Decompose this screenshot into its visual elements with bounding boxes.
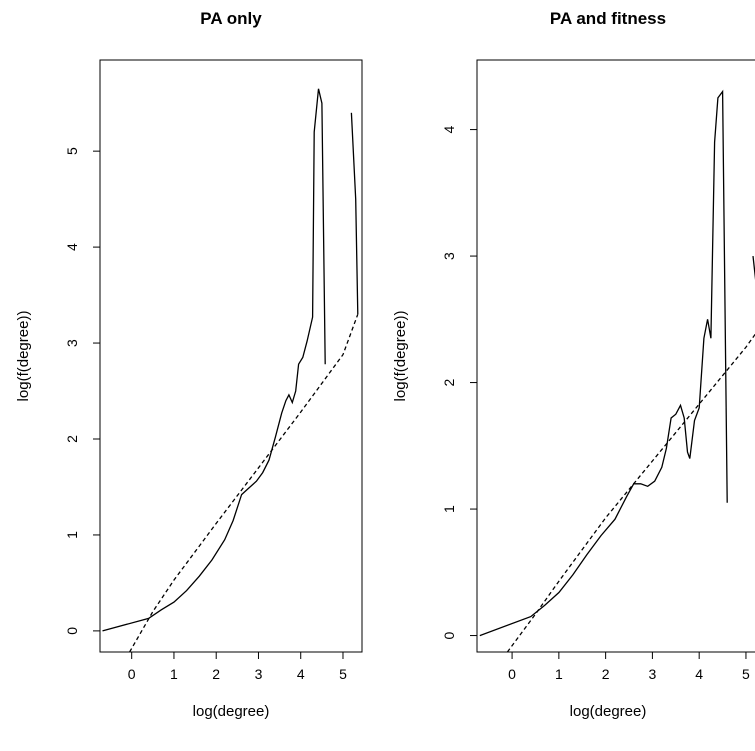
data-line	[479, 89, 728, 637]
x-tick-label: 4	[695, 666, 703, 682]
series-group	[102, 88, 359, 652]
x-tick-label: 3	[255, 666, 263, 682]
x-tick-label: 5	[742, 666, 750, 682]
y-axis-label: log(f(degree))	[392, 311, 409, 402]
y-tick-label: 4	[64, 243, 80, 251]
x-tick-label: 0	[508, 666, 516, 682]
x-axis-label: log(degree)	[193, 703, 270, 720]
x-tick-label: 2	[212, 666, 220, 682]
data-line	[350, 112, 359, 315]
x-tick-label: 1	[555, 666, 563, 682]
y-axis-label: log(f(degree))	[15, 311, 32, 402]
plot-frame	[476, 59, 755, 653]
x-tick-label: 5	[339, 666, 347, 682]
y-tick-label: 4	[441, 125, 457, 133]
x-axis-label: log(degree)	[570, 703, 647, 720]
y-tick-label: 0	[64, 627, 80, 635]
fit-line-dashed	[129, 314, 359, 652]
panel-title: PA and fitness	[550, 9, 666, 28]
y-tick-label: 2	[441, 378, 457, 386]
y-tick-label: 3	[441, 252, 457, 260]
y-tick-label: 2	[64, 435, 80, 443]
x-tick-label: 2	[602, 666, 610, 682]
x-tick-label: 1	[170, 666, 178, 682]
y-tick-label: 1	[441, 505, 457, 513]
y-tick-label: 1	[64, 531, 80, 539]
plot-frame	[99, 59, 363, 653]
fit-line-dashed	[506, 333, 755, 652]
series-group	[479, 89, 755, 652]
x-tick-label: 3	[649, 666, 657, 682]
panel-pa-and-fitness: PA and fitness 0 1 2 3 4 5 0 1 2 3 4 log(degree) l…	[392, 9, 755, 720]
tick-group: 0 1 2 3 4 5 0 1 2 3 4	[441, 125, 750, 682]
data-line	[102, 88, 326, 632]
x-tick-label: 0	[128, 666, 136, 682]
panel-pa-only: PA only 0 1 2 3 4 5 0 1 2 3 4 5 log(degree) log(f(d…	[15, 9, 363, 720]
y-tick-label: 3	[64, 339, 80, 347]
tick-group: 0 1 2 3 4 5 0 1 2 3 4 5	[64, 147, 347, 682]
panel-title: PA only	[200, 9, 262, 28]
x-tick-label: 4	[297, 666, 305, 682]
y-tick-label: 5	[64, 147, 80, 155]
y-tick-label: 0	[441, 631, 457, 639]
